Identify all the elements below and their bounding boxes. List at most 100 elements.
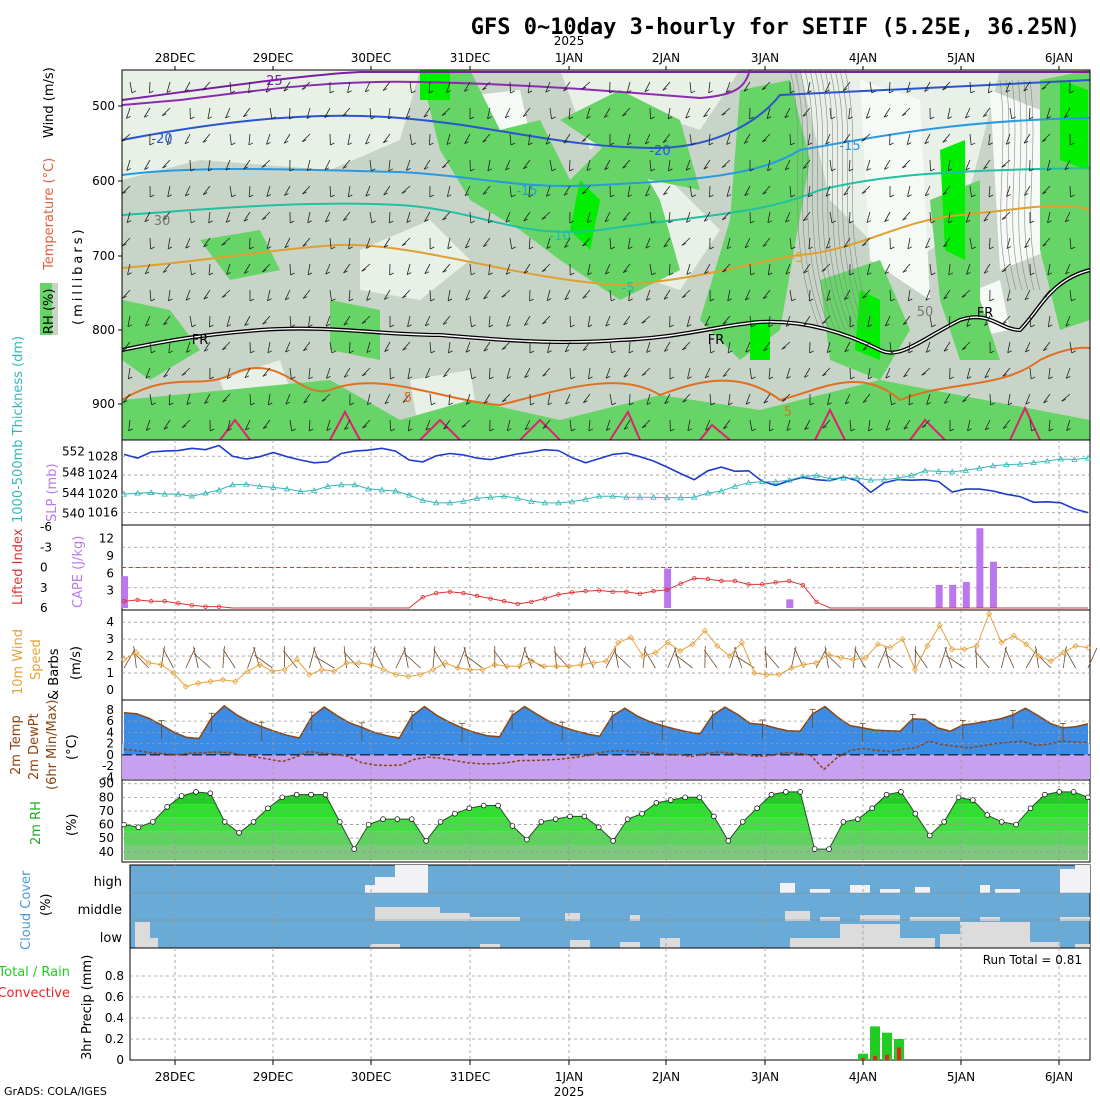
wind10m-marker xyxy=(652,649,659,656)
wind-barb xyxy=(843,88,848,92)
wind-barb xyxy=(785,263,791,275)
wind10m-marker xyxy=(813,659,820,666)
wind-barb xyxy=(903,374,908,378)
wind-barb xyxy=(221,237,231,246)
wind-barb xyxy=(784,167,790,171)
wind-barb xyxy=(1061,393,1071,402)
rh2m-marker xyxy=(1056,789,1062,795)
thickness-marker xyxy=(433,499,440,506)
rh2m-tick-label: 50 xyxy=(99,831,114,845)
wind-barb xyxy=(423,159,431,170)
rh-band xyxy=(124,831,1088,846)
wind-barb xyxy=(383,244,389,248)
wind-barb xyxy=(549,159,553,171)
wind-barb xyxy=(1030,324,1035,328)
cape-tick-label: 6 xyxy=(106,566,114,580)
wind-barb xyxy=(686,315,691,327)
bottom-date-axis: 28DEC 29DEC 30DEC 31DEC 1JAN 2JAN 3JAN 4JAN 5JAN… xyxy=(155,1060,1073,1084)
wind-barb xyxy=(226,272,231,275)
wind-barb xyxy=(682,399,687,403)
wind-barb xyxy=(681,289,691,298)
wind-barb xyxy=(744,245,750,249)
date-tick-label: 6JAN xyxy=(1045,1070,1073,1084)
wind10m-marker xyxy=(553,663,560,670)
rh-saturated-area xyxy=(420,70,450,100)
wind-barb xyxy=(446,185,451,197)
wind-barb xyxy=(523,159,531,170)
wind-barb xyxy=(943,393,951,404)
wind-barb xyxy=(662,140,668,143)
wind-barb xyxy=(563,133,571,144)
lifted-index-marker xyxy=(135,597,140,603)
wind-barb xyxy=(848,159,851,171)
wind-barb xyxy=(564,237,571,248)
wind-barb xyxy=(843,133,851,144)
wind-barb xyxy=(1029,367,1032,379)
wind-barb xyxy=(464,89,469,92)
wind-barb xyxy=(249,298,255,302)
wind-barb xyxy=(509,185,512,197)
wind-barb xyxy=(364,89,370,93)
wind10m-barb xyxy=(945,655,965,669)
wind-barb xyxy=(208,211,211,223)
wind-barb xyxy=(723,419,731,430)
thickness-marker xyxy=(745,479,752,486)
precip-panel: 00.20.40.60.8 xyxy=(105,947,1091,1067)
wind-barb xyxy=(482,237,491,247)
wind-barb xyxy=(329,185,332,198)
wind-barb xyxy=(482,81,491,91)
wind-barb xyxy=(605,315,611,327)
wind10m-marker xyxy=(911,666,919,673)
wind-barb xyxy=(722,367,731,377)
ylabel-temp-c: (6hr Min/Max) xyxy=(45,700,60,790)
wind-barb xyxy=(348,246,353,250)
wind-barb xyxy=(406,168,411,171)
wind-barb xyxy=(623,367,631,378)
wind-barb xyxy=(862,393,871,403)
wind-barb xyxy=(1048,367,1051,379)
wind-barb xyxy=(1064,159,1071,170)
wind-barb xyxy=(1001,164,1006,168)
wind-barb xyxy=(362,419,371,429)
wind-barb xyxy=(1048,324,1053,328)
wind-barb xyxy=(885,419,891,431)
wind-barb xyxy=(364,81,371,93)
wind10m-marker xyxy=(158,661,165,668)
wind-barb xyxy=(306,116,312,119)
wind-barb xyxy=(843,237,851,248)
wind-barb xyxy=(749,168,755,172)
wind-barb xyxy=(348,298,354,302)
precip-legend-convective: Convective xyxy=(0,986,70,1001)
wind-barb xyxy=(623,322,628,326)
wind-barb xyxy=(907,237,911,249)
rh2m-marker xyxy=(250,819,257,825)
wind-barb xyxy=(867,367,871,379)
wind-barb xyxy=(564,341,571,353)
wind-barb xyxy=(471,324,476,328)
wind-barb xyxy=(767,220,773,224)
wind-barb xyxy=(722,263,731,273)
lifted-index-marker xyxy=(434,590,439,596)
rh2m-marker xyxy=(783,789,789,795)
wind10m-marker xyxy=(145,659,152,666)
wind-barb xyxy=(289,116,294,120)
rh-moist-area xyxy=(122,380,1090,440)
wind-barb xyxy=(448,402,454,406)
wind-barb xyxy=(168,298,173,302)
wind-barb xyxy=(646,350,651,353)
wind-barb xyxy=(466,402,471,405)
wind-barb xyxy=(505,211,511,223)
wind-barb xyxy=(703,166,709,170)
wind-barb xyxy=(582,289,591,299)
wind-barb xyxy=(685,167,691,171)
wind-barb xyxy=(761,87,767,90)
wind-barb xyxy=(867,376,873,380)
wind-barb xyxy=(488,315,491,327)
wind-barb xyxy=(869,81,873,93)
rh2m-marker xyxy=(682,794,688,801)
wind-barb xyxy=(948,220,953,224)
thickness-marker xyxy=(243,480,250,487)
li-tick-label: 3 xyxy=(40,581,48,595)
wind-barb xyxy=(984,315,991,326)
